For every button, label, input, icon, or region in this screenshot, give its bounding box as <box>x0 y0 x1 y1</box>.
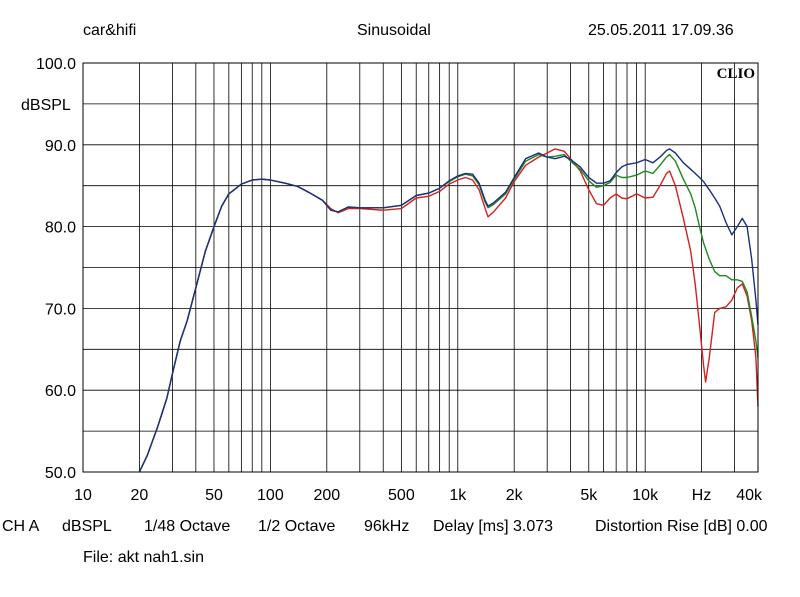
y-tick-label: 50.0 <box>45 465 76 482</box>
header-right: 25.05.2011 17.09.36 <box>588 22 734 39</box>
delay-label: Delay [ms] <box>433 518 509 535</box>
plot-frame <box>82 62 759 473</box>
footer-file: File: akt nah1.sin <box>83 549 204 567</box>
file-name: akt nah1.sin <box>117 549 204 566</box>
x-tick-label: 20 <box>131 487 149 504</box>
footer-rate: 96kHz <box>364 518 410 535</box>
series-layer <box>138 148 759 473</box>
file-label: File: <box>83 549 114 566</box>
x-tick-label: 1k <box>449 487 467 504</box>
y-tick-label: 60.0 <box>45 383 76 400</box>
y-tick-label: 80.0 <box>45 220 76 237</box>
footer-smoothing: 1/48 Octave <box>144 518 231 535</box>
distortion-label: Distortion Rise [dB] <box>595 518 732 535</box>
series-line-2 <box>138 153 759 473</box>
header-center: Sinusoidal <box>357 22 431 39</box>
series-line-1 <box>138 148 759 473</box>
x-tick-label: 50 <box>205 487 223 504</box>
x-tick-label: 40k <box>736 487 763 504</box>
y-tick-label: 90.0 <box>45 138 76 155</box>
y-tick-label: 100.0 <box>36 56 76 73</box>
x-tick-label: 100 <box>257 487 284 504</box>
x-tick-label: 10k <box>632 487 659 504</box>
footer-delay: Delay [ms] 3.073 <box>433 518 553 536</box>
delay-value: 3.073 <box>513 518 554 535</box>
x-tick-label: 10 <box>74 487 92 504</box>
x-tick-label: 2k <box>506 487 524 504</box>
series-line-3 <box>138 148 759 473</box>
x-tick-label: 500 <box>388 487 415 504</box>
y-axis-label: dBSPL <box>21 97 71 114</box>
y-tick-labels: 100.0 90.0 80.0 70.0 60.0 50.0 <box>36 56 76 482</box>
y-tick-label: 70.0 <box>45 301 76 318</box>
x-tick-label: 200 <box>313 487 340 504</box>
x-tick-label: 5k <box>580 487 598 504</box>
x-tick-labels: 10 20 50 100 200 500 1k 2k 5k 10k Hz 40k <box>74 487 763 504</box>
header-left: car&hifi <box>83 22 137 39</box>
footer-unit: dBSPL <box>62 518 112 535</box>
grid-lines <box>83 63 758 472</box>
footer-distortion: Distortion Rise [dB] 0.00 <box>595 518 768 536</box>
clio-logo: CLIO <box>717 66 755 82</box>
footer-channel: CH A <box>2 518 40 535</box>
footer-step: 1/2 Octave <box>258 518 336 535</box>
x-tick-label: Hz <box>692 487 712 504</box>
distortion-value: 0.00 <box>736 518 768 535</box>
